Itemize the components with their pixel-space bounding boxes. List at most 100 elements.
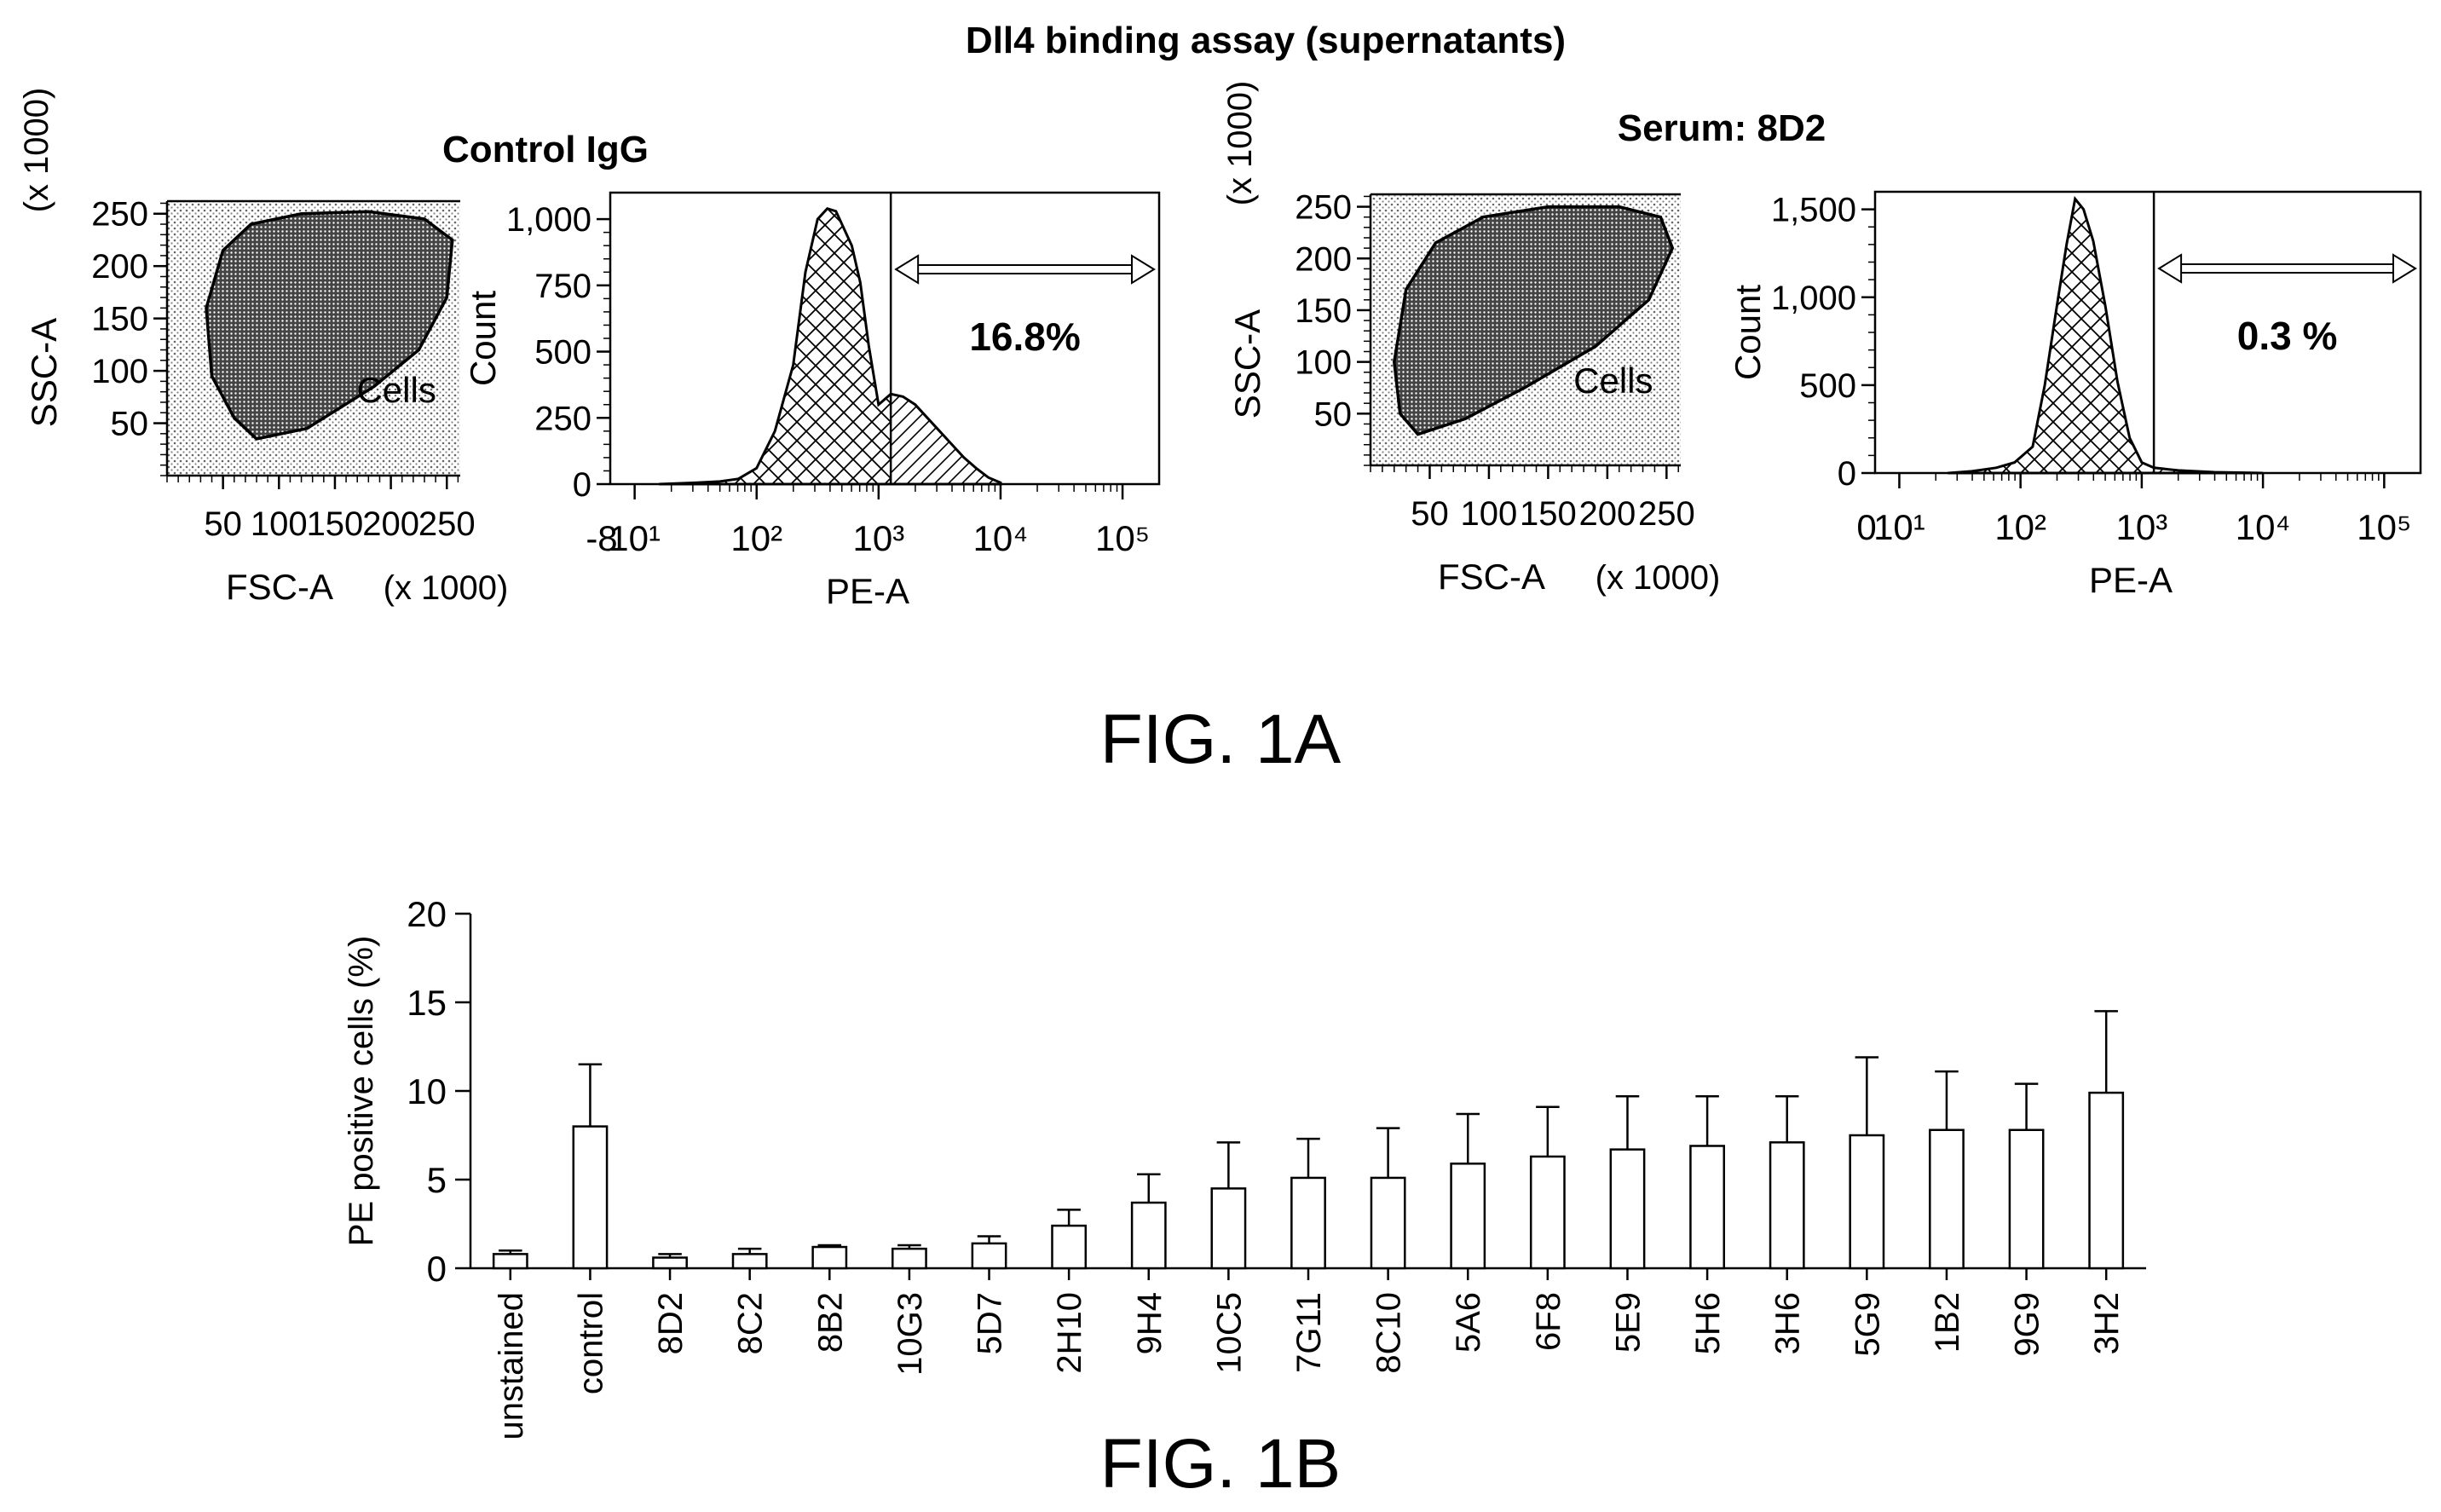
- y-axis-label: Count: [1728, 285, 1768, 380]
- y-tick-label: 50: [1314, 395, 1353, 433]
- x-tick-label: 50: [204, 505, 242, 543]
- y-tick-label: 250: [1295, 189, 1352, 227]
- panel-title-control: Control IgG: [442, 129, 649, 170]
- figure-title: Dll4 binding assay (supernatants): [966, 20, 1566, 61]
- gate-polygon: [1393, 205, 1675, 436]
- bar: [1609, 1148, 1646, 1270]
- histogram-outline: [1948, 195, 2264, 475]
- y-axis-label: SSC-A: [24, 318, 64, 427]
- x-tick-label: 10⁵: [2357, 507, 2411, 547]
- x-tick-label: 10²: [1994, 507, 2046, 547]
- y-tick-label: 500: [1799, 367, 1856, 405]
- bar: [1450, 1163, 1486, 1270]
- x-tick-label: 10⁴: [973, 518, 1029, 558]
- category-label: 10G3: [892, 1292, 929, 1376]
- y-tick-label: 15: [407, 983, 447, 1023]
- histogram-outline: [659, 206, 1002, 486]
- x-tick-label: 10³: [852, 518, 904, 558]
- bar: [572, 1125, 609, 1270]
- x-tick-label: 250: [1638, 495, 1695, 533]
- gate-arrow-head-right: [1131, 254, 1156, 285]
- x-axis-label: FSC-A: [226, 567, 333, 607]
- gate-arrow-head-right: [2392, 253, 2417, 284]
- category-label: 8D2: [652, 1292, 690, 1354]
- x-tick-label: 10⁵: [1095, 518, 1150, 558]
- x-axis-label: FSC-A: [1438, 557, 1545, 597]
- y-axis-unit: (x 1000): [1221, 81, 1259, 206]
- y-tick-label: 0: [1838, 455, 1856, 493]
- bar: [1689, 1145, 1726, 1270]
- bar-chart-pe-positive: 0 5 10 15 20 PE positive cells (%) unstained co…: [343, 894, 2146, 1440]
- plot-frame: [1873, 190, 2422, 475]
- x-tick-label: 50: [1411, 495, 1449, 533]
- category-label: 8B2: [811, 1292, 849, 1353]
- category-label: 6F8: [1530, 1292, 1567, 1351]
- y-tick-label: 1,500: [1771, 192, 1856, 229]
- gate-label: Cells: [1573, 361, 1653, 401]
- bar: [1130, 1201, 1167, 1270]
- bar: [1210, 1187, 1247, 1270]
- bar: [1769, 1141, 1805, 1270]
- histogram-area-ungated: [1948, 199, 2155, 473]
- gate-label: Cells: [356, 370, 436, 410]
- category-label: 3H2: [2088, 1292, 2126, 1354]
- x-tick-label: 200: [1578, 495, 1636, 533]
- x-tick-label: 100: [1461, 495, 1518, 533]
- y-axis-unit: (x 1000): [18, 88, 55, 213]
- bar: [1051, 1224, 1088, 1270]
- x-tick-label: 100: [251, 505, 308, 543]
- y-tick-label: 250: [91, 196, 148, 234]
- gate-percent-label: 16.8%: [969, 315, 1080, 359]
- category-label: control: [572, 1292, 609, 1394]
- bar: [731, 1253, 768, 1270]
- histogram-area-ungated: [659, 208, 892, 484]
- x-axis-label: PE-A: [826, 571, 909, 611]
- y-tick-label: 200: [91, 248, 148, 286]
- y-axis-label: PE positive cells (%): [343, 936, 380, 1247]
- y-tick-label: 50: [111, 406, 149, 443]
- y-tick-label: 750: [534, 268, 591, 305]
- bar: [1929, 1128, 1965, 1270]
- bar: [1849, 1134, 1885, 1270]
- category-label: 8C2: [732, 1292, 770, 1354]
- bar: [2088, 1091, 2125, 1270]
- x-tick-label: 10¹: [609, 518, 661, 558]
- gate-arrow-head-left: [2157, 253, 2183, 284]
- bar: [1529, 1155, 1566, 1270]
- x-tick-label: 0: [1856, 507, 1876, 547]
- category-label: 5G9: [1849, 1292, 1886, 1357]
- bar: [1290, 1176, 1326, 1270]
- gate-polygon: [205, 210, 454, 441]
- category-label: 8C10: [1371, 1292, 1408, 1374]
- bar: [652, 1256, 688, 1270]
- y-tick-label: 100: [91, 353, 148, 390]
- category-label: 2H10: [1051, 1292, 1088, 1374]
- y-tick-label: 1,000: [506, 201, 591, 239]
- x-tick-label: 10²: [730, 518, 782, 558]
- y-tick-label: 150: [91, 301, 148, 338]
- category-label: 5H6: [1689, 1292, 1727, 1354]
- x-tick-label: 150: [307, 505, 364, 543]
- category-label: unstained: [493, 1292, 530, 1440]
- y-tick-label: 0: [427, 1249, 447, 1289]
- fig1b-caption: FIG. 1B: [1100, 1425, 1342, 1503]
- x-tick-label: 150: [1520, 495, 1577, 533]
- category-label: 1B2: [1929, 1292, 1966, 1353]
- x-axis-label: PE-A: [2089, 560, 2173, 600]
- y-tick-label: 20: [407, 894, 447, 934]
- y-tick-label: 500: [534, 334, 591, 372]
- y-tick-label: 250: [534, 400, 591, 437]
- category-label: 5A6: [1450, 1292, 1487, 1353]
- x-tick-label: 10³: [2116, 507, 2168, 547]
- x-tick-label: 250: [418, 505, 476, 543]
- category-label: 10C5: [1210, 1292, 1248, 1374]
- gate-percent-label: 0.3 %: [2237, 314, 2338, 358]
- bar: [1370, 1176, 1406, 1270]
- bar: [492, 1253, 528, 1270]
- category-label: 7G11: [1290, 1292, 1328, 1373]
- gate-arrow-head-left: [894, 254, 920, 285]
